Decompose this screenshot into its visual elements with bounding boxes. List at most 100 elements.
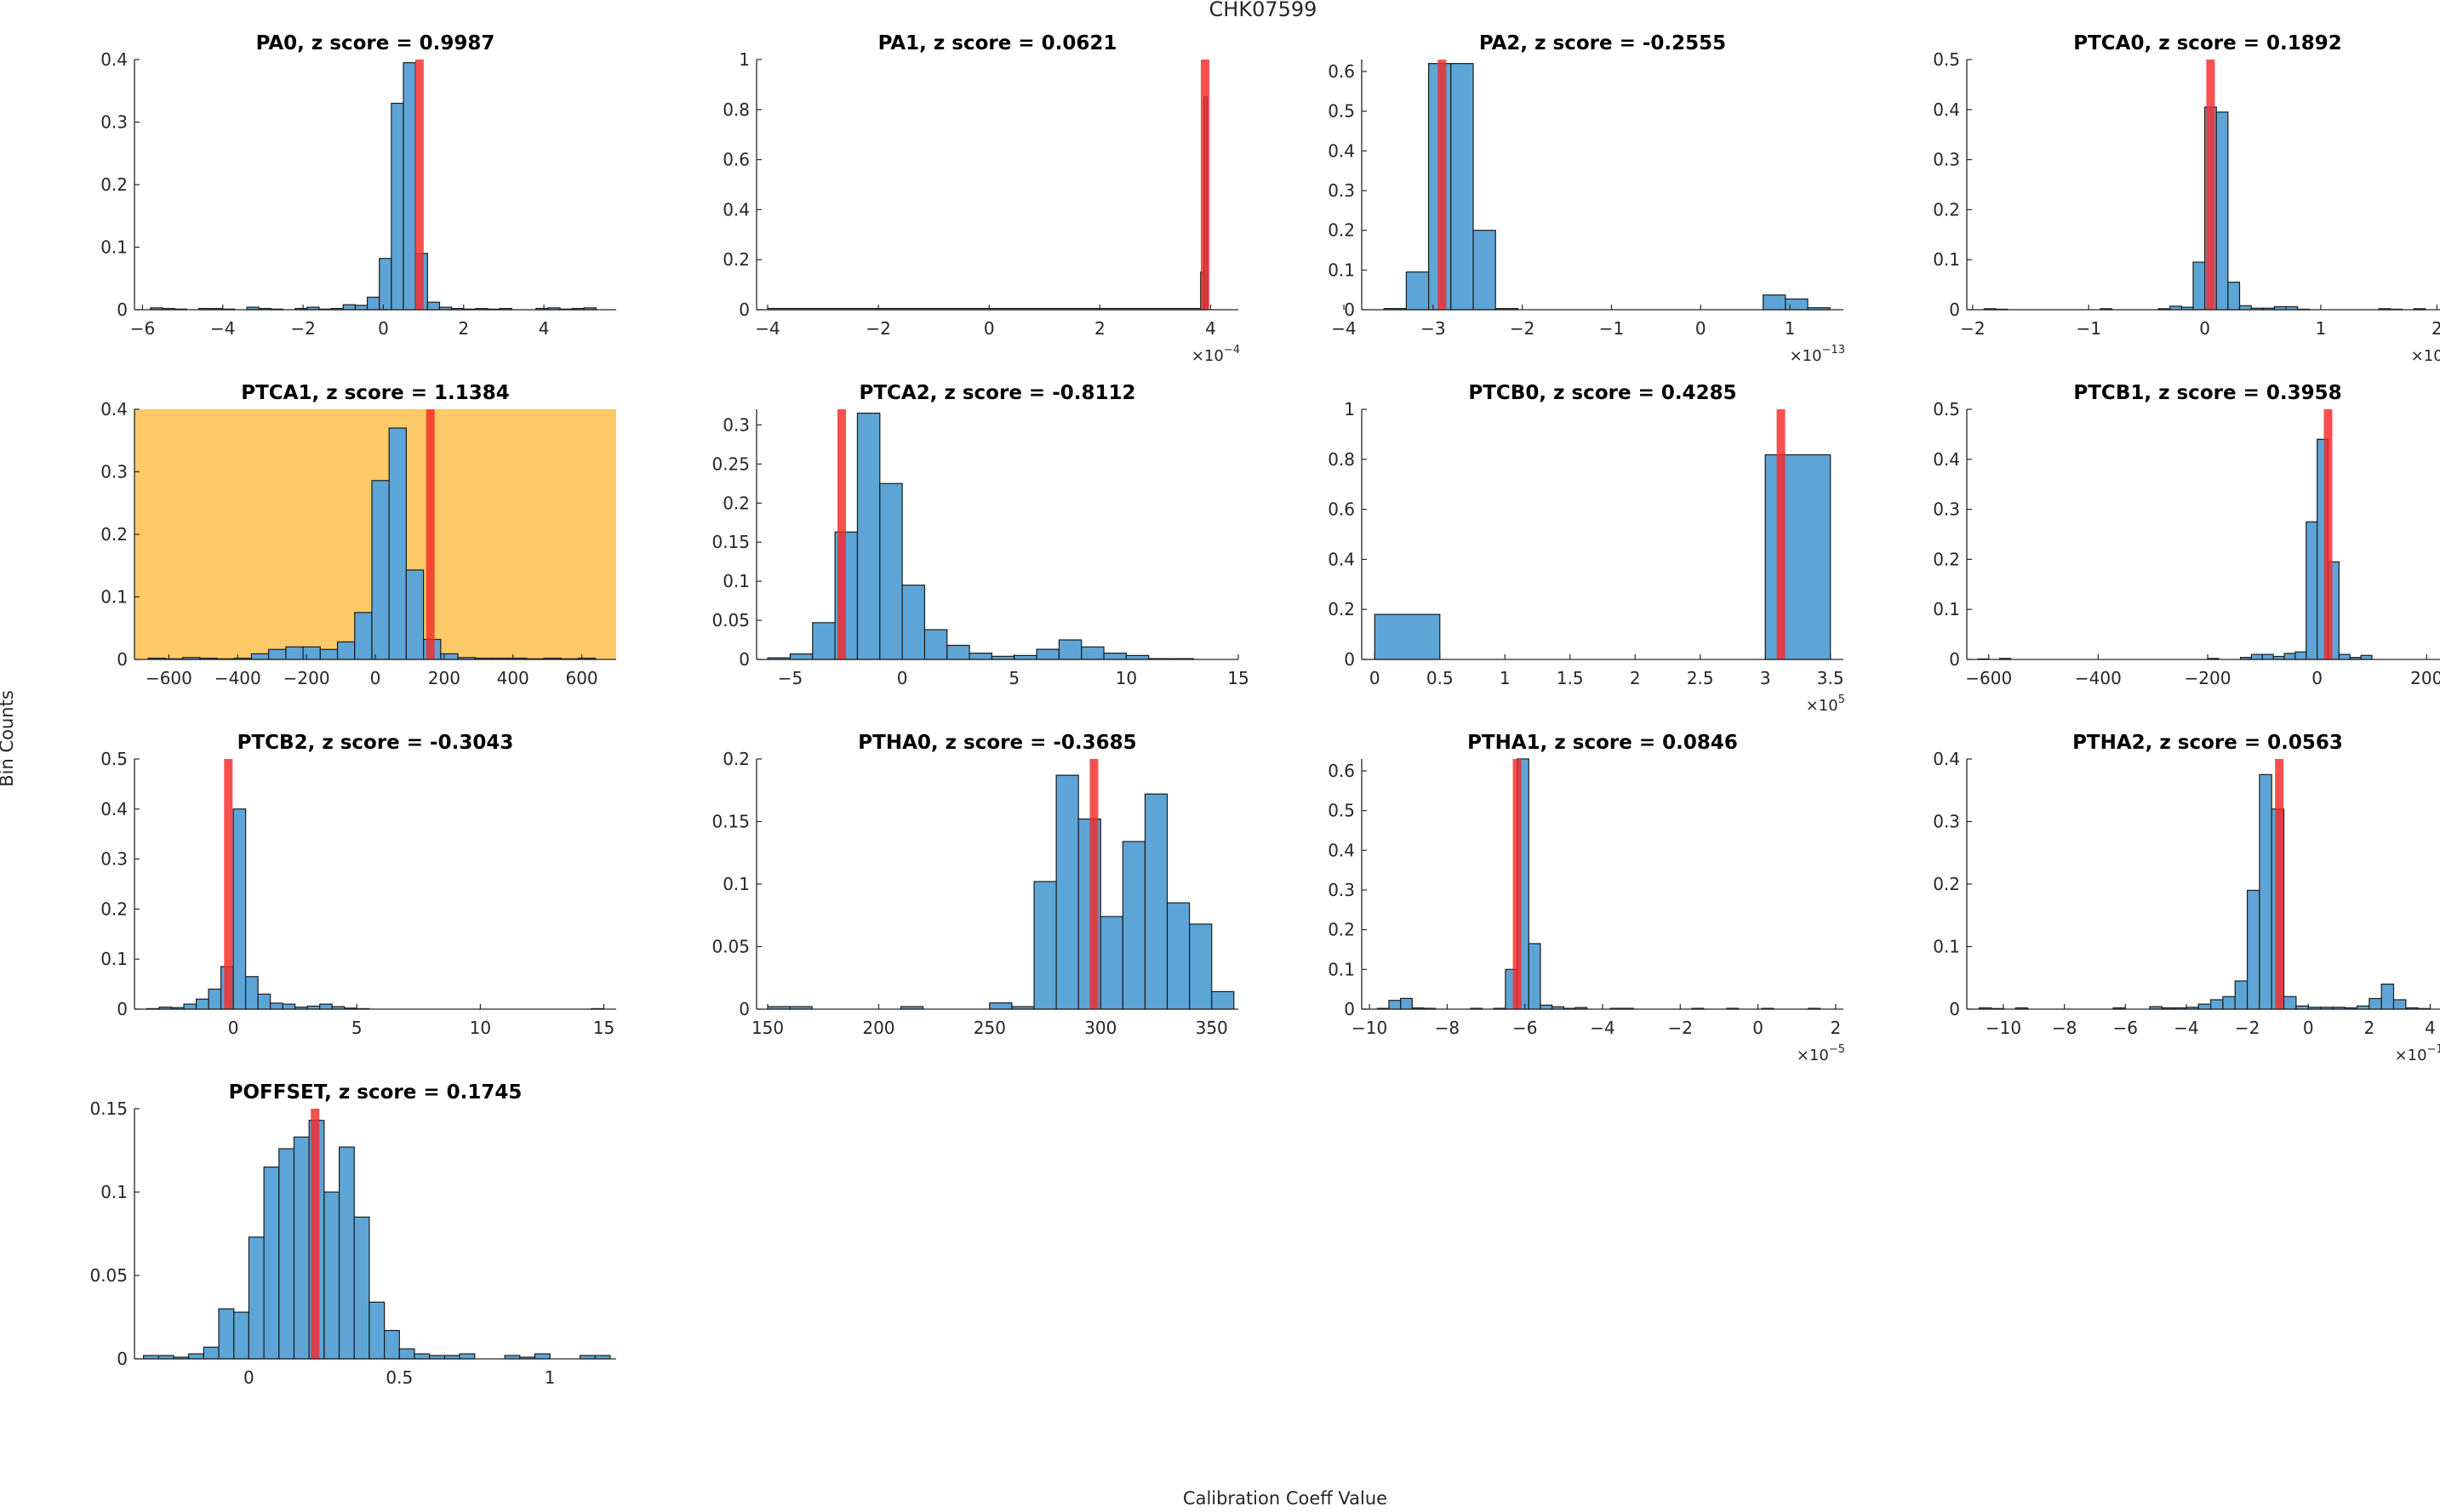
x-tick-label: 15 xyxy=(1227,668,1249,688)
subplot-grid: 0 0.1 0.2 0.3 0.4 −6 −4 −2 0 2 4 PA0, z score = 0.9… xyxy=(89,32,2440,1388)
histogram-bar xyxy=(2338,653,2351,660)
value-marker xyxy=(426,409,435,659)
value-marker xyxy=(2275,759,2284,1009)
subplot-pa0: 0 0.1 0.2 0.3 0.4 −6 −4 −2 0 2 4 PA0, z score = 0.9… xyxy=(100,32,616,339)
value-marker xyxy=(2323,409,2333,659)
histogram-bar xyxy=(195,998,209,1010)
x-tick-label: −2 xyxy=(290,318,315,339)
histogram-bar xyxy=(1081,646,1105,660)
x-tick-label: −2 xyxy=(1510,318,1534,339)
x-tick-label: 2 xyxy=(1630,668,1641,688)
histogram-bar xyxy=(405,569,425,660)
histogram-bar xyxy=(1211,990,1235,1010)
x-tick-label: 15 xyxy=(593,1018,614,1038)
y-tick-label: 0.8 xyxy=(1328,449,1355,470)
y-tick-label: 0.05 xyxy=(89,1265,128,1286)
y-tick-label: 0.2 xyxy=(1328,920,1355,940)
histogram-bar xyxy=(812,622,836,660)
y-tick-label: 0 xyxy=(739,300,750,320)
histogram-bar xyxy=(293,1136,310,1360)
histogram-bar xyxy=(440,653,459,660)
histogram-bar xyxy=(1763,294,1786,311)
histogram-bar xyxy=(2261,653,2274,660)
x-tick-label: 2 xyxy=(2431,318,2440,339)
y-tick-label: 0.4 xyxy=(723,199,750,220)
x-tick-label: 0 xyxy=(1752,1018,1763,1038)
y-tick-label: 0.15 xyxy=(89,1098,128,1119)
y-tick-label: 0.2 xyxy=(723,249,750,270)
histogram-bar xyxy=(233,1311,250,1360)
y-tick-label: 0.1 xyxy=(1933,599,1960,619)
histogram-bar xyxy=(257,993,271,1010)
histogram-bar xyxy=(218,1308,235,1360)
histogram-bar xyxy=(1189,923,1213,1010)
x-tick-label: 0.5 xyxy=(386,1367,413,1388)
y-tick-label: 0.2 xyxy=(100,524,128,545)
histogram-bar xyxy=(879,482,903,660)
y-tick-label: 0.1 xyxy=(100,949,128,969)
figure-ylabel: Bin Counts xyxy=(0,690,17,787)
x-tick-label: 0 xyxy=(2199,318,2210,339)
y-tick-label: 0.3 xyxy=(1933,150,1960,170)
histogram-bar xyxy=(414,1353,431,1360)
histogram-bar xyxy=(2392,999,2407,1010)
subplot-ptha0: 0 0.05 0.1 0.15 0.2 150 200 250 300 350 PTHA0, z s… xyxy=(711,732,1238,1038)
x-tick-label: 4 xyxy=(1205,318,1216,339)
x-tick-label: 0 xyxy=(243,1367,254,1388)
y-tick-label: 0.25 xyxy=(711,454,750,474)
y-tick-label: 0.2 xyxy=(723,749,750,769)
exponent-power: −13 xyxy=(1822,344,1845,357)
histogram-bar xyxy=(338,1146,355,1360)
x-tick-label: −6 xyxy=(2113,1018,2138,1038)
x-tick-label: 0 xyxy=(984,318,995,339)
histogram-bar xyxy=(388,427,407,660)
x-tick-label: 0 xyxy=(2311,668,2323,688)
exponent-power: −12 xyxy=(2427,1043,2440,1056)
histogram-bar xyxy=(1785,298,1809,311)
y-tick-label: 0.4 xyxy=(1933,749,1960,769)
y-tick-label: 0.1 xyxy=(1933,249,1960,270)
subplot-title: PTCA0, z score = 0.1892 xyxy=(2073,32,2341,54)
y-tick-label: 0.15 xyxy=(711,532,750,552)
y-tick-label: 0.4 xyxy=(1328,549,1355,569)
histogram-bar xyxy=(459,1353,476,1360)
value-marker xyxy=(414,60,424,310)
histogram-bar xyxy=(1472,230,1496,311)
axis-exponent-label: ×105 xyxy=(2411,344,2440,365)
y-tick-label: 0.4 xyxy=(100,49,128,70)
y-tick-label: 0.2 xyxy=(723,493,750,513)
x-tick-label: −4 xyxy=(1331,318,1356,339)
subplot-title: PA0, z score = 0.9987 xyxy=(256,32,495,54)
y-tick-label: 0.2 xyxy=(1933,199,1960,220)
x-tick-label: −4 xyxy=(210,318,235,339)
histogram-bar xyxy=(426,301,441,311)
histogram-bar xyxy=(302,646,321,660)
x-tick-label: 1 xyxy=(545,1367,556,1388)
subplot-ptcb2: 0 0.1 0.2 0.3 0.4 0.5 0 5 10 15 PTCB2, z score = -… xyxy=(100,732,616,1038)
x-tick-label: 350 xyxy=(1196,1018,1228,1038)
subplot-ptca1: 0 0.1 0.2 0.3 0.4 −600 −400 −200 0 200 400 600 PTCA1… xyxy=(100,382,616,688)
x-tick-label: −4 xyxy=(2174,1018,2198,1038)
subplot-ptcb0: 0 0.2 0.4 0.6 0.8 1 0 0.5 1 1.5 2 2.5 3 3.5 ×105 PTCB0,… xyxy=(1328,382,1845,715)
x-tick-label: 0 xyxy=(2303,1018,2314,1038)
x-tick-label: 2 xyxy=(1094,318,1106,339)
histogram-bar xyxy=(1100,916,1123,1010)
exponent-base: ×10 xyxy=(1191,347,1224,365)
histogram-bar xyxy=(2246,889,2260,1010)
histogram-bar xyxy=(2360,654,2373,660)
y-tick-label: 0.6 xyxy=(1328,499,1355,520)
y-tick-label: 0.1 xyxy=(1933,937,1960,957)
histogram-bar xyxy=(391,102,404,311)
y-tick-label: 0 xyxy=(1344,300,1355,320)
axis-exponent-label: ×10−4 xyxy=(1191,344,1240,365)
histogram-bar xyxy=(2234,980,2249,1010)
subplot-title: PTHA0, z score = -0.3685 xyxy=(858,732,1136,754)
histogram-bar xyxy=(379,258,392,311)
y-tick-label: 0.5 xyxy=(1933,49,1960,70)
y-tick-label: 0.8 xyxy=(723,100,750,120)
histogram-bar xyxy=(2283,653,2296,660)
y-tick-label: 1 xyxy=(1344,399,1355,419)
y-tick-label: 0.15 xyxy=(711,812,750,832)
value-marker xyxy=(311,1109,320,1359)
value-marker xyxy=(2206,60,2215,310)
